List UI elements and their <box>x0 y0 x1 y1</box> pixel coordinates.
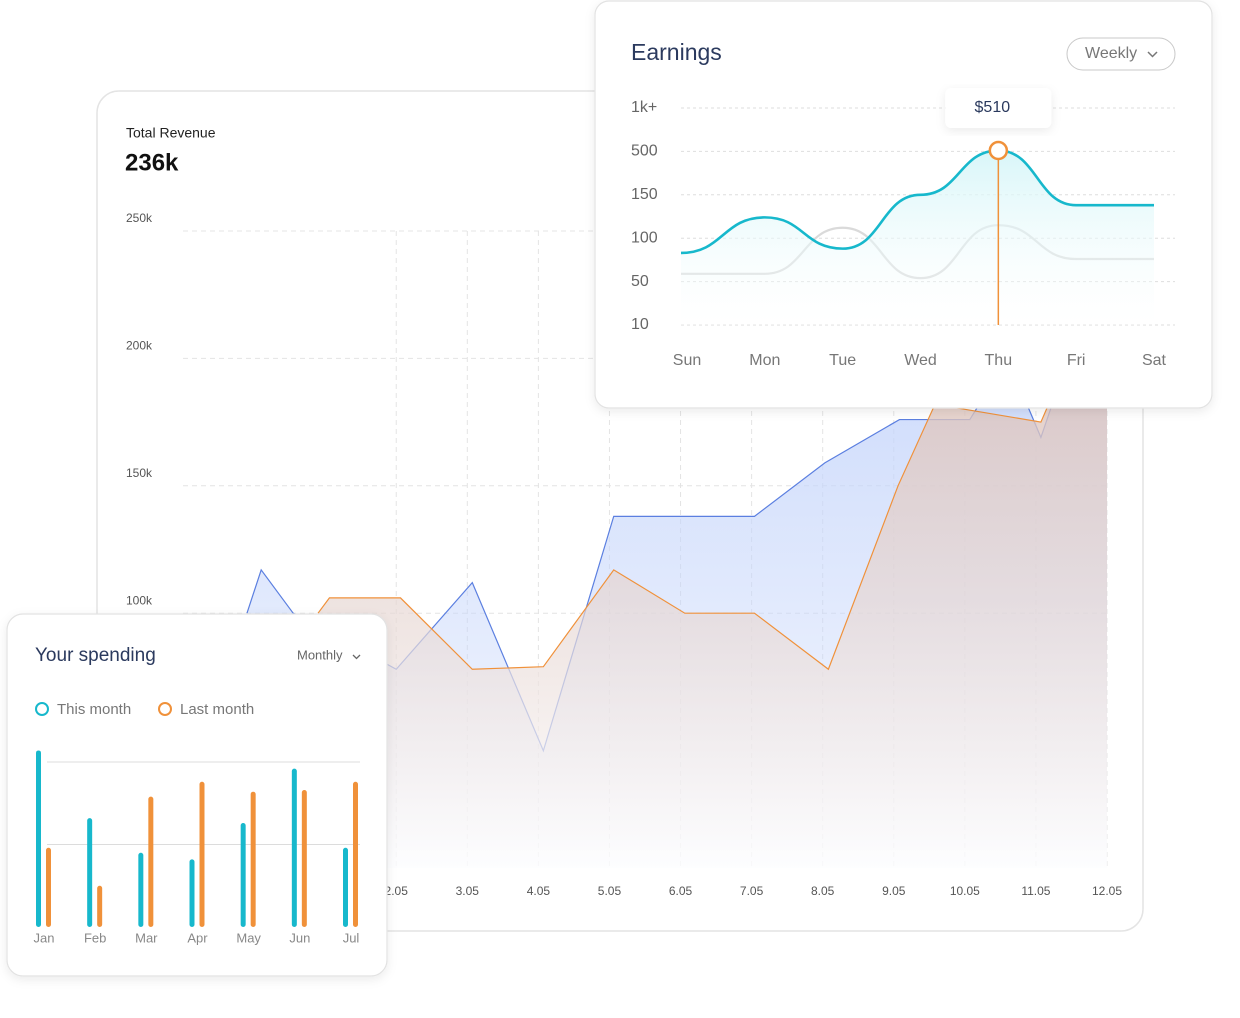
y-tick-label: 200k <box>126 339 153 353</box>
bar <box>301 790 307 927</box>
x-tick-label: 5.05 <box>598 884 622 898</box>
y-tick-label: 250k <box>126 211 153 225</box>
bar <box>189 859 195 927</box>
x-tick-label: 7.05 <box>740 884 764 898</box>
tooltip <box>945 88 1052 128</box>
y-tick-label: 500 <box>631 143 658 160</box>
y-tick-label: 150k <box>126 466 153 480</box>
y-tick-label: 10 <box>631 316 649 333</box>
x-tick-label: 12.05 <box>1092 884 1122 898</box>
legend-swatch <box>158 702 172 716</box>
y-tick-label: 150 <box>631 186 658 203</box>
x-tick-label: Feb <box>84 930 106 945</box>
x-tick-label: 11.05 <box>1021 884 1050 898</box>
bar <box>87 818 93 927</box>
legend-label: This month <box>57 701 131 718</box>
x-tick-label: Jan <box>34 930 55 945</box>
bar <box>343 847 348 927</box>
series-line <box>680 149 1154 255</box>
chevron <box>352 654 361 660</box>
bar <box>97 885 103 927</box>
y-tick-label: 1k+ <box>631 99 657 116</box>
y-tick-label: 100 <box>631 229 658 246</box>
y-tick-label: 50 <box>631 273 649 290</box>
earnings-card: Earnings Weekly 10 50 100 150 500 1k+ Sun Mon Tu… <box>594 0 1213 409</box>
tooltip-label: $510 <box>975 99 1011 116</box>
bar <box>240 823 246 927</box>
x-tick-label: 3.05 <box>456 884 480 898</box>
x-tick-label: Jul <box>343 930 360 945</box>
x-tick-label: Apr <box>187 930 208 945</box>
period-label[interactable]: Monthly <box>297 647 343 662</box>
x-tick-label: Tue <box>829 352 856 369</box>
card-title: Earnings <box>631 39 722 65</box>
chevron <box>1147 51 1158 58</box>
card <box>6 613 388 977</box>
x-tick-label: 8.05 <box>811 884 835 898</box>
x-tick-label: Jun <box>289 930 310 945</box>
area-fill <box>681 150 1154 325</box>
bar <box>46 847 51 927</box>
x-tick-label: 4.05 <box>527 884 551 898</box>
x-tick-label: Wed <box>904 352 937 369</box>
focus-marker <box>988 140 1009 161</box>
x-tick-label: May <box>236 930 261 945</box>
bar <box>138 852 144 927</box>
x-tick-label: 2.05 <box>385 884 409 898</box>
x-tick-label: Sat <box>1142 352 1167 369</box>
x-tick-label: Mar <box>135 930 158 945</box>
card-value: 236k <box>125 149 179 176</box>
y-tick-label: 100k <box>126 593 153 607</box>
period-dropdown[interactable] <box>1066 37 1176 71</box>
x-tick-label: 9.05 <box>882 884 906 898</box>
x-tick-label: Mon <box>749 352 780 369</box>
bar <box>250 791 256 927</box>
period-label[interactable]: Weekly <box>1085 45 1137 62</box>
x-tick-label: Thu <box>985 352 1013 369</box>
x-tick-label: Fri <box>1067 352 1086 369</box>
bar <box>36 750 41 927</box>
bar <box>291 768 297 927</box>
area-fill <box>318 269 1107 869</box>
card-title: Your spending <box>35 645 156 666</box>
bar <box>353 781 358 927</box>
bar <box>199 781 205 927</box>
x-tick-label: Sun <box>673 352 701 369</box>
bar <box>148 796 154 927</box>
card-title: Total Revenue <box>126 125 216 141</box>
legend-label: Last month <box>180 701 254 718</box>
legend-swatch <box>35 702 49 716</box>
x-tick-label: 6.05 <box>669 884 693 898</box>
x-tick-label: 10.05 <box>950 884 980 898</box>
spending-card: Your spending Monthly This month Last mon… <box>6 613 388 977</box>
